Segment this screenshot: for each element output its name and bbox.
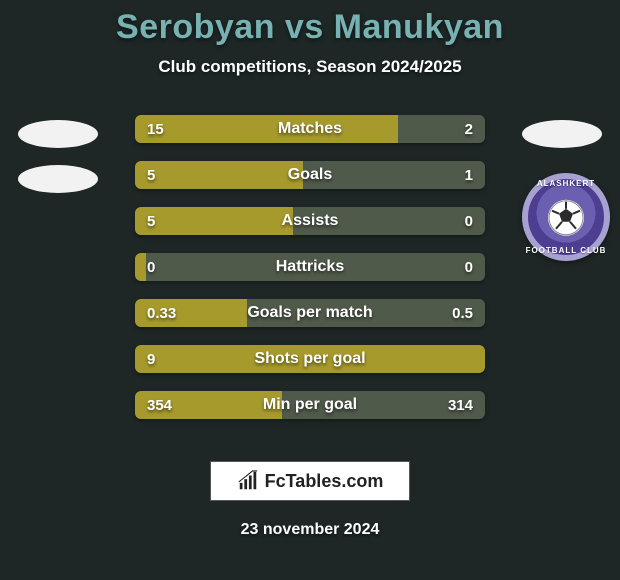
chart-area: ALASHKERT FOOTBALL CLUB 15Matches2 5Goals… (0, 115, 620, 435)
team-badge-placeholder (18, 120, 98, 148)
stat-row: 354Min per goal314 (135, 391, 485, 419)
stat-value-right: 0 (465, 253, 473, 281)
page-subtitle: Club competitions, Season 2024/2025 (158, 57, 461, 77)
stat-bars: 15Matches2 5Goals1 5Assists0 0Hattricks0 0.3… (135, 115, 485, 419)
soccer-ball-icon (548, 200, 584, 236)
team-badge-placeholder (18, 165, 98, 193)
bar-fill (135, 161, 303, 189)
bar-fill (135, 345, 485, 373)
bar-fill (135, 115, 398, 143)
bar-track (135, 253, 485, 281)
brand-box[interactable]: FcTables.com (210, 461, 410, 501)
bar-chart-icon (237, 470, 259, 492)
stat-value-left: 0 (147, 253, 155, 281)
stat-value-right: 1 (465, 161, 473, 189)
page-title: Serobyan vs Manukyan (116, 8, 504, 47)
stat-row: 15Matches2 (135, 115, 485, 143)
stat-value-left: 9 (147, 345, 155, 373)
stat-row: 5Goals1 (135, 161, 485, 189)
stat-value-right: 0 (465, 207, 473, 235)
stat-row: 9Shots per goal (135, 345, 485, 373)
team-badge-placeholder (522, 120, 602, 148)
brand-text: FcTables.com (265, 471, 384, 492)
content: Serobyan vs Manukyan Club competitions, … (0, 0, 620, 580)
stat-value-left: 5 (147, 207, 155, 235)
stat-row: 0Hattricks0 (135, 253, 485, 281)
bar-fill (135, 253, 146, 281)
date-text: 23 november 2024 (241, 521, 380, 539)
club-logo-text-top: ALASHKERT (522, 179, 610, 188)
stat-value-right: 314 (448, 391, 473, 419)
bar-fill (135, 207, 293, 235)
stat-value-right: 0.5 (452, 299, 473, 327)
club-logo: ALASHKERT FOOTBALL CLUB (522, 173, 610, 261)
stat-value-right: 2 (465, 115, 473, 143)
stat-row: 0.33Goals per match0.5 (135, 299, 485, 327)
stat-value-left: 354 (147, 391, 172, 419)
stat-value-left: 0.33 (147, 299, 176, 327)
stat-value-left: 15 (147, 115, 164, 143)
stat-row: 5Assists0 (135, 207, 485, 235)
stat-value-left: 5 (147, 161, 155, 189)
club-logo-text-bottom: FOOTBALL CLUB (522, 246, 610, 255)
